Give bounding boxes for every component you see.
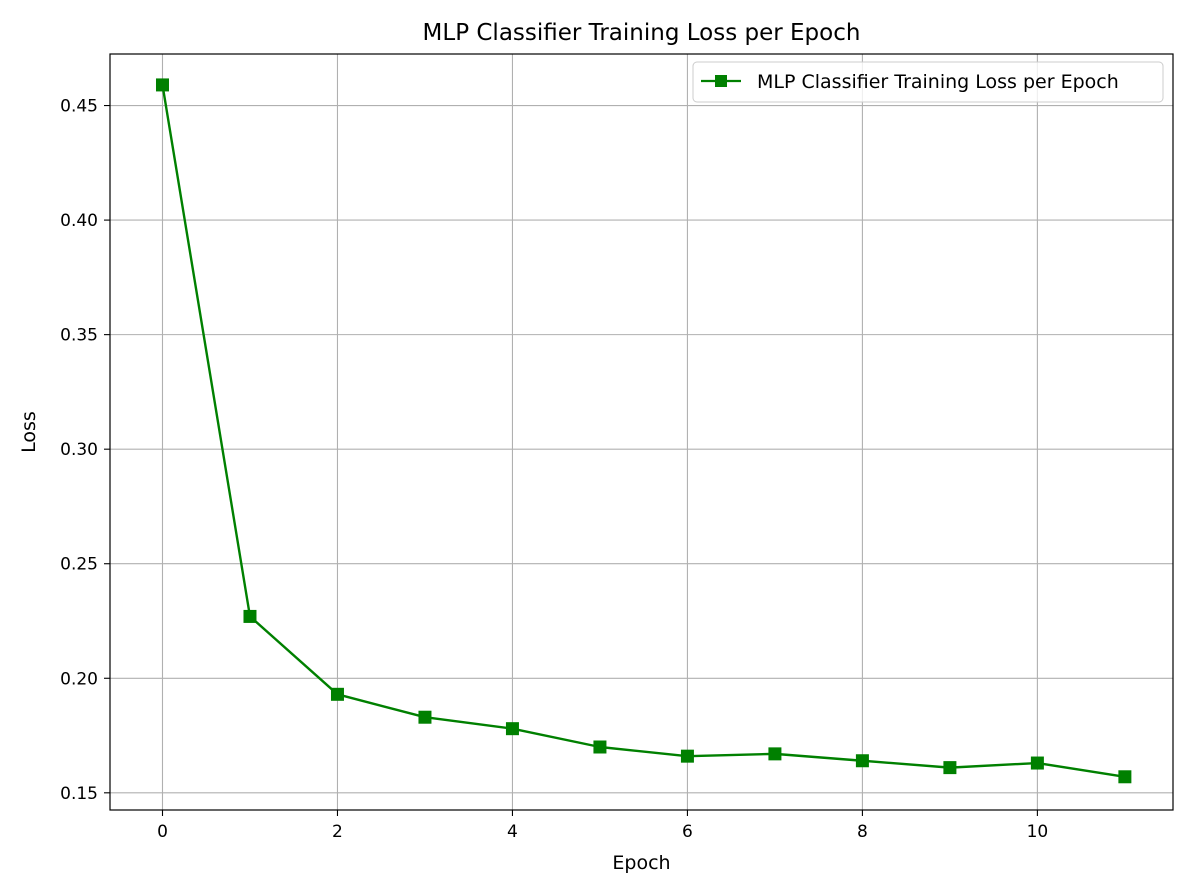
y-tick-label: 0.30	[60, 440, 98, 460]
legend-label: MLP Classifier Training Loss per Epoch	[757, 71, 1119, 93]
y-tick-label: 0.40	[60, 211, 98, 231]
plot-area-frame	[109, 53, 1174, 811]
chart-title: MLP Classifier Training Loss per Epoch	[423, 20, 861, 46]
x-tick-label: 0	[157, 822, 168, 842]
data-point	[1118, 770, 1132, 784]
y-tick-label: 0.45	[60, 97, 98, 117]
data-point	[155, 78, 169, 92]
data-point	[855, 754, 869, 768]
y-axis-label: Loss	[18, 411, 40, 453]
x-tick-label: 10	[1027, 822, 1049, 842]
y-tick-label: 0.20	[60, 669, 98, 689]
series-line	[161, 84, 1126, 778]
data-point	[768, 747, 782, 761]
y-tick-label: 0.25	[60, 555, 98, 575]
data-point	[418, 710, 432, 724]
y-axis-ticks: 0.15 0.20 0.25 0.30 0.35 0.40 0.45	[60, 97, 110, 804]
data-point	[593, 740, 607, 754]
grid	[110, 54, 1173, 810]
legend-square-marker	[715, 75, 727, 87]
data-point	[680, 749, 694, 763]
y-tick-label: 0.35	[60, 326, 98, 346]
x-tick-label: 8	[857, 822, 868, 842]
data-point	[1030, 756, 1044, 770]
data-point	[943, 761, 957, 775]
x-tick-label: 6	[682, 822, 693, 842]
x-tick-label: 2	[332, 822, 343, 842]
x-tick-label: 4	[507, 822, 518, 842]
data-point	[243, 609, 257, 623]
legend: MLP Classifier Training Loss per Epoch	[692, 61, 1164, 103]
x-axis-label: Epoch	[612, 852, 670, 874]
x-axis-ticks: 0 2 4 6 8 10	[157, 810, 1048, 842]
data-point	[505, 722, 519, 736]
data-point	[330, 687, 344, 701]
series-layer	[155, 78, 1132, 784]
y-tick-label: 0.15	[60, 784, 98, 804]
legend-box	[692, 61, 1164, 103]
